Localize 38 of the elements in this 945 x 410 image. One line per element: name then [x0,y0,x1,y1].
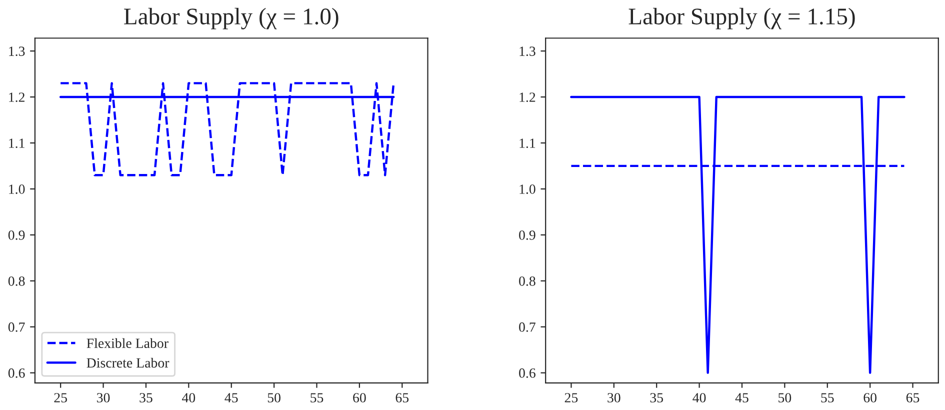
x-tick-label: 40 [692,393,706,402]
x-tick-label: 50 [268,393,280,402]
y-tick-label: 1.3 [520,46,536,56]
x-tick-label: 55 [821,393,834,402]
x-tick-label: 60 [864,393,876,402]
y-tick-label: 1.3 [9,46,25,56]
y-tick-label: 1.2 [9,92,24,102]
y-tick-label: 1.2 [520,92,536,102]
x-tick-label: 55 [310,393,324,402]
x-tick-label: 60 [353,393,366,402]
legend-label: Discrete Labor [86,358,170,368]
y-tick-label: 0.8 [519,276,536,286]
chart-title: Labor Supply (χ = 1.0) [124,8,338,30]
x-tick-label: 40 [182,393,196,402]
x-tick-label: 50 [778,393,792,402]
x-tick-label: 35 [140,393,152,402]
y-tick-label: 0.9 [519,230,536,240]
chart-title: Labor Supply (χ = 1.15) [628,8,855,30]
x-tick-label: 65 [396,393,409,402]
y-tick-label: 0.7 [8,322,25,332]
y-tick-label: 0.7 [519,322,536,332]
y-tick-label: 1.1 [9,138,24,148]
y-tick-label: 1.1 [520,138,536,148]
y-tick-label: 0.8 [8,276,25,286]
x-tick-label: 65 [906,393,920,402]
legend-label: Flexible Labor [86,338,168,348]
x-tick-label: 45 [224,393,238,402]
x-tick-label: 30 [96,393,110,402]
y-tick-label: 1.0 [9,184,25,194]
y-tick-label: 0.6 [519,368,536,378]
y-tick-label: 0.9 [8,230,25,240]
x-tick-label: 45 [735,393,748,402]
x-tick-label: 30 [608,393,620,402]
y-tick-label: 0.6 [8,368,25,378]
x-tick-label: 25 [564,393,578,402]
x-tick-label: 25 [54,393,67,402]
x-tick-label: 35 [650,393,663,402]
y-tick-label: 1.0 [520,184,536,194]
